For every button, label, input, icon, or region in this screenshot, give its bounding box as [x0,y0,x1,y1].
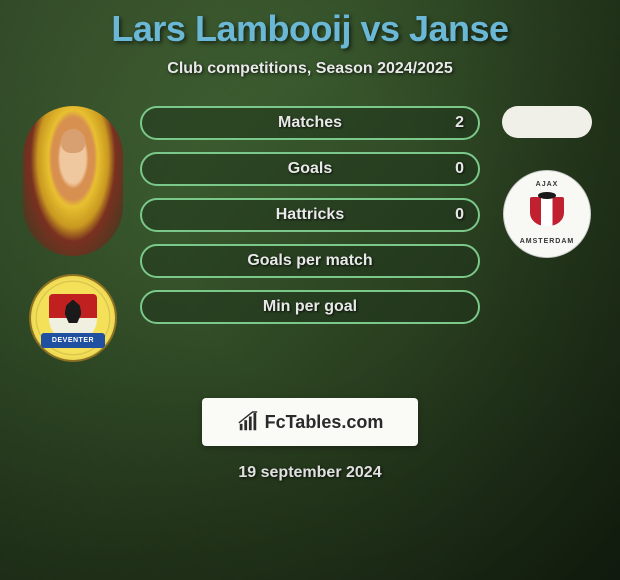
season-subtitle: Club competitions, Season 2024/2025 [0,60,620,78]
club-banner-text: DEVENTER [41,333,105,348]
club-badge-left: DEVENTER [29,274,117,362]
club-text-bottom: AMSTERDAM [504,238,590,245]
club-text-top: AJAX [504,181,590,188]
club-badge-right: AJAX AMSTERDAM [503,170,591,258]
stat-row-hattricks: Hattricks 0 [140,198,480,232]
stat-label: Min per goal [263,298,357,316]
stat-value: 2 [450,114,478,132]
player-photo-left [23,106,123,256]
stat-row-goals-per-match: Goals per match [140,244,480,278]
date-text: 19 september 2024 [0,464,620,482]
stat-label: Hattricks [142,206,450,224]
right-player-column: AJAX AMSTERDAM [492,106,602,258]
stat-row-min-per-goal: Min per goal [140,290,480,324]
branding-text: FcTables.com [265,412,384,433]
chart-icon [237,411,259,433]
stats-column: Matches 2 Goals 0 Hattricks 0 Goals per … [140,106,480,324]
left-player-column: DEVENTER [18,106,128,362]
stat-value: 0 [450,206,478,224]
stat-row-matches: Matches 2 [140,106,480,140]
comparison-title: Lars Lambooij vs Janse [0,8,620,50]
stat-value: 0 [450,160,478,178]
stat-label: Matches [142,114,450,132]
stat-label: Goals [142,160,450,178]
player-photo-right-blank [502,106,592,138]
branding-badge: FcTables.com [202,398,418,446]
stat-label: Goals per match [247,252,372,270]
stat-row-goals: Goals 0 [140,152,480,186]
